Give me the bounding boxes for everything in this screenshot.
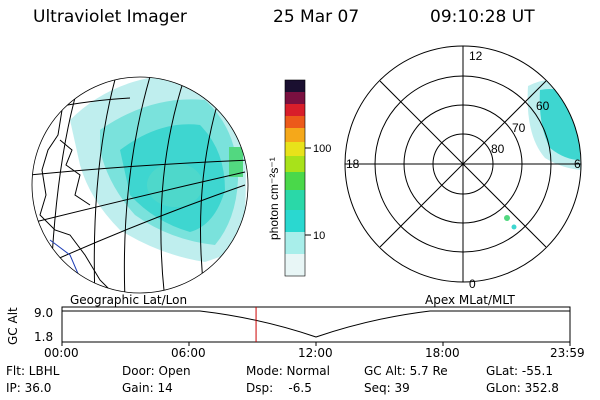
lat-label-80: 80	[491, 142, 505, 156]
ytick-9: 9.0	[34, 306, 54, 320]
lat-label-70: 70	[512, 121, 526, 135]
info-glon: GLon: 352.8	[486, 381, 559, 395]
colorbar-tick-10: 10	[313, 230, 325, 242]
date-label: 25 Mar 07	[273, 7, 360, 27]
mlt-label-0: 0	[469, 277, 476, 291]
globe-image	[32, 77, 248, 293]
timeline-ylabel: GC Alt	[6, 307, 20, 345]
mlt-label-18: 18	[346, 157, 360, 171]
polar-plot	[344, 45, 582, 283]
colorbar-unit-label: photon cm⁻²s⁻¹	[267, 157, 281, 240]
globe-limb	[31, 76, 249, 294]
info-gc-alt: GC Alt: 5.7 Re	[364, 364, 448, 378]
time-label: 09:10:28 UT	[430, 7, 535, 27]
xtick-1800: 18:00	[425, 346, 460, 360]
colorbar-tick-100: 100	[313, 143, 331, 155]
lat-label-60: 60	[536, 99, 550, 113]
info-glat: GLat: -55.1	[486, 364, 553, 378]
info-flt: Flt: LBHL	[6, 364, 60, 378]
info-ip: IP: 36.0	[6, 381, 52, 395]
info-door: Door: Open	[122, 364, 191, 378]
ytick-1-8: 1.8	[34, 330, 54, 344]
info-mode: Mode: Normal	[246, 364, 330, 378]
xtick-2359: 23:59	[550, 346, 585, 360]
mlt-label-6: 6	[574, 157, 581, 171]
xtick-0000: 00:00	[44, 346, 79, 360]
timeline-right-title: Apex MLat/MLT	[425, 293, 515, 307]
xtick-1200: 12:00	[298, 346, 333, 360]
xtick-0600: 06:00	[171, 346, 206, 360]
info-seq: Seq: 39	[364, 381, 410, 395]
timeline-left-title: Geographic Lat/Lon	[70, 293, 188, 307]
mlt-label-12: 12	[469, 49, 483, 63]
app-title: Ultraviolet Imager	[33, 7, 187, 27]
info-dsp: Dsp: -6.5	[246, 381, 312, 395]
altitude-timeline	[61, 306, 571, 346]
info-gain: Gain: 14	[122, 381, 173, 395]
colorbar	[284, 79, 311, 277]
